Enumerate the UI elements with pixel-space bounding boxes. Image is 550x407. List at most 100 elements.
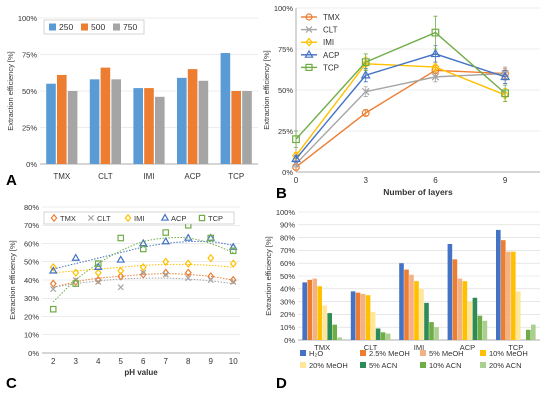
legend-label: 5% ACN [369, 361, 397, 370]
legend-swatch [480, 362, 486, 368]
legend-label: 250 [59, 22, 73, 32]
data-point [50, 286, 57, 293]
legend-label: 10% MeOH [489, 349, 528, 358]
legend-marker [160, 213, 170, 221]
legend-swatch [300, 362, 306, 368]
bar [337, 337, 342, 340]
legend-label: H₂O [309, 349, 323, 358]
x-tick-label: CLT [364, 343, 378, 352]
panel-letter: C [6, 375, 17, 392]
data-point [71, 253, 81, 261]
data-point [229, 247, 237, 255]
x-tick-label: 6 [433, 176, 438, 185]
legend-marker [124, 213, 132, 223]
x-tick-label: 9 [209, 357, 214, 366]
bar [462, 281, 468, 340]
y-tick-label: 50% [280, 272, 295, 281]
legend-marker [305, 63, 313, 72]
data-point [184, 268, 192, 277]
data-point [361, 58, 370, 67]
bar [332, 324, 337, 340]
data-point [360, 69, 371, 79]
data-point [49, 305, 57, 313]
data-point [292, 135, 300, 144]
bar [133, 88, 143, 164]
legend-swatch [113, 23, 120, 31]
x-tick-label: TMX [314, 343, 330, 352]
y-tick-label: 0% [282, 168, 293, 177]
y-tick-label: 75% [278, 45, 293, 54]
data-point [184, 259, 192, 268]
x-tick-label: 4 [96, 357, 101, 366]
bar [531, 324, 536, 340]
bar [380, 332, 386, 340]
y-axis-label: Extraction efficiency [%] [8, 240, 17, 319]
data-point [72, 268, 80, 277]
error-bar [363, 53, 368, 71]
legend-marker [305, 37, 313, 47]
bar [477, 315, 483, 340]
trend-line [52, 236, 234, 303]
data-point [117, 234, 125, 242]
data-point [94, 268, 102, 277]
bar [67, 91, 78, 164]
error-bar [294, 130, 298, 148]
y-tick-label: 10% [24, 331, 39, 340]
data-point [162, 229, 170, 236]
legend-swatch [360, 362, 366, 368]
bar [511, 251, 516, 340]
y-tick-label: 30% [280, 297, 295, 306]
x-tick-label: 9 [503, 176, 508, 185]
data-point [207, 253, 215, 263]
bar [447, 244, 453, 340]
x-tick-label: ACP [184, 172, 200, 181]
legend-label: TCP [323, 63, 339, 72]
legend-swatch [480, 350, 486, 356]
x-tick-label: 5 [119, 357, 124, 366]
bar [526, 329, 531, 340]
panel-letter: A [6, 172, 17, 189]
x-axis-label: Number of layers [383, 187, 453, 197]
data-point [139, 262, 147, 272]
legend-label: 5% MeOH [429, 349, 464, 358]
legend-swatch [420, 350, 426, 356]
data-point [229, 259, 237, 268]
data-point [430, 48, 441, 58]
bar [100, 67, 111, 164]
legend-label: 750 [123, 22, 137, 32]
y-tick-label: 25% [22, 123, 37, 132]
y-axis-label: Extraction efficiency [%] [6, 51, 15, 130]
legend-label: TCP [208, 214, 223, 223]
bar [365, 295, 371, 340]
x-tick-label: 6 [141, 357, 146, 366]
legend-swatch [49, 23, 56, 31]
bar [220, 53, 231, 164]
bar [501, 240, 506, 340]
bar [385, 333, 391, 340]
y-tick-label: 100% [18, 14, 38, 23]
bar [516, 291, 521, 340]
series-line [295, 31, 506, 140]
y-tick-label: 60% [280, 259, 295, 268]
legend: TMX CLT IMI ACP TCP [43, 211, 235, 225]
y-tick-label: 40% [280, 285, 295, 294]
error-bar [433, 15, 438, 50]
legend-marker [304, 49, 314, 58]
y-tick-label: 80% [24, 203, 39, 212]
data-point [49, 279, 57, 288]
bar [482, 320, 488, 340]
x-tick-label: 10 [229, 357, 238, 366]
legend: H₂O 2.5% MeOH 5% MeOH 10% MeOH 20% MeOH 5% AC… [300, 349, 528, 370]
x-tick-label: ACP [460, 343, 475, 352]
x-tick-label: 3 [74, 357, 79, 366]
x-axis-label: pH value [124, 368, 158, 377]
data-point [501, 89, 510, 98]
legend-marker [87, 214, 95, 222]
y-tick-label: 20% [280, 310, 295, 319]
bar [496, 229, 501, 340]
legend-swatch [81, 23, 88, 31]
bar [429, 322, 434, 340]
bar [467, 301, 473, 340]
y-tick-label: 90% [280, 221, 295, 230]
trend-line [53, 263, 234, 274]
